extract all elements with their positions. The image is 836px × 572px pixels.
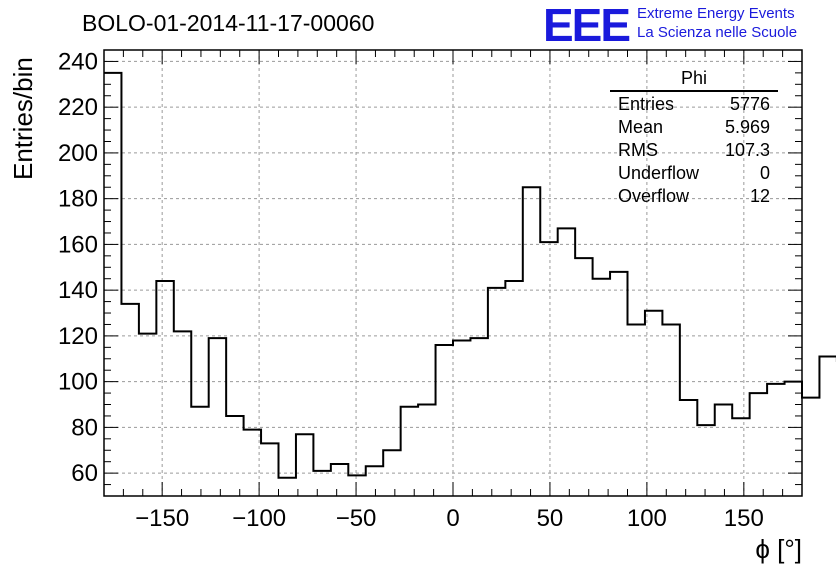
- x-tick-label: −50: [336, 505, 377, 532]
- histogram-bin: [156, 281, 173, 496]
- stats-title: Phi: [610, 68, 778, 92]
- stats-label: Overflow: [618, 186, 690, 206]
- y-tick-label: 140: [58, 277, 98, 304]
- histogram-bin: [104, 73, 121, 496]
- histogram-bin: [261, 443, 278, 496]
- y-tick-label: 160: [58, 231, 98, 258]
- histogram-bin: [697, 425, 714, 496]
- histogram-bin: [732, 418, 749, 496]
- chart-title: BOLO-01-2014-11-17-00060: [82, 10, 375, 36]
- histogram-bin: [296, 434, 313, 496]
- y-tick-label: 80: [71, 414, 98, 441]
- stats-label: Underflow: [618, 163, 700, 183]
- x-tick-label: 150: [724, 505, 764, 532]
- stats-row-entries: Entries 5776: [610, 94, 778, 117]
- histogram-bin: [505, 281, 522, 496]
- stats-row-overflow: Overflow 12: [610, 186, 778, 209]
- histogram-bin: [244, 430, 261, 496]
- histogram-bin: [750, 393, 767, 496]
- histogram-bin: [593, 279, 610, 496]
- stats-row-rms: RMS 107.3: [610, 140, 778, 163]
- stats-value: 12: [749, 186, 770, 206]
- y-tick-label: 200: [58, 140, 98, 167]
- histogram-bin: [628, 324, 645, 496]
- y-tick-label: 240: [58, 48, 98, 75]
- histogram-bin: [401, 407, 418, 496]
- x-axis-label: ϕ [°]: [755, 534, 802, 564]
- stats-row-mean: Mean 5.969: [610, 117, 778, 140]
- stats-value: 5.969: [724, 117, 770, 137]
- histogram-bin: [226, 416, 243, 496]
- x-tick-label: 50: [537, 505, 564, 532]
- y-tick-label: 120: [58, 323, 98, 350]
- stats-label: RMS: [618, 140, 658, 160]
- stats-label: Entries: [618, 94, 675, 114]
- histogram-bin: [174, 331, 191, 496]
- histogram-bin: [819, 356, 836, 496]
- histogram-bin: [418, 405, 435, 496]
- histogram-bin: [470, 338, 487, 496]
- stats-value: 0: [759, 163, 770, 183]
- histogram-bin: [558, 228, 575, 496]
- stats-value: 5776: [729, 94, 770, 114]
- x-tick-label: −100: [232, 505, 286, 532]
- stats-row-underflow: Underflow 0: [610, 163, 778, 186]
- histogram-bin: [366, 466, 383, 496]
- histogram-bin: [662, 324, 679, 496]
- histogram-bin: [191, 407, 208, 496]
- histogram-bin: [331, 464, 348, 496]
- stats-label: Mean: [618, 117, 664, 137]
- x-tick-label: −150: [135, 505, 189, 532]
- histogram-bin: [523, 187, 540, 496]
- y-tick-label: 60: [71, 460, 98, 487]
- x-tick-label: 0: [446, 505, 459, 532]
- histogram-bin: [348, 475, 365, 496]
- histogram-bin: [436, 345, 453, 496]
- y-axis-label: Entries/bin: [8, 57, 38, 180]
- histogram-bin: [575, 258, 592, 496]
- y-tick-label: 180: [58, 186, 98, 213]
- x-tick-label: 100: [627, 505, 667, 532]
- logo-caption: Extreme Energy Events La Scienza nelle S…: [637, 4, 797, 42]
- histogram-series: [104, 71, 836, 479]
- stats-box: Phi Entries 5776 Mean 5.969 RMS 107.3 Un…: [610, 68, 778, 209]
- histogram-bin: [610, 272, 627, 496]
- eee-logo: EEE: [543, 0, 631, 51]
- histogram-bin: [680, 400, 697, 496]
- histogram-bin: [802, 398, 819, 496]
- histogram-bin: [715, 405, 732, 496]
- histogram-bin: [767, 384, 784, 496]
- histogram-bin: [313, 471, 330, 496]
- histogram-bin: [139, 334, 156, 496]
- histogram-bin: [488, 288, 505, 496]
- y-tick-label: 100: [58, 369, 98, 396]
- histogram-bin: [209, 338, 226, 496]
- histogram-bin: [121, 304, 138, 496]
- logo-caption-line2: La Scienza nelle Scuole: [637, 24, 798, 41]
- histogram-bin: [453, 340, 470, 496]
- histogram-bin: [540, 242, 557, 496]
- histogram-bin: [645, 311, 662, 496]
- stats-value: 107.3: [724, 140, 770, 160]
- y-tick-label: 220: [58, 94, 98, 121]
- logo-caption-line1: Extreme Energy Events: [637, 5, 795, 22]
- histogram-bin: [279, 478, 296, 496]
- histogram-bin: [383, 450, 400, 496]
